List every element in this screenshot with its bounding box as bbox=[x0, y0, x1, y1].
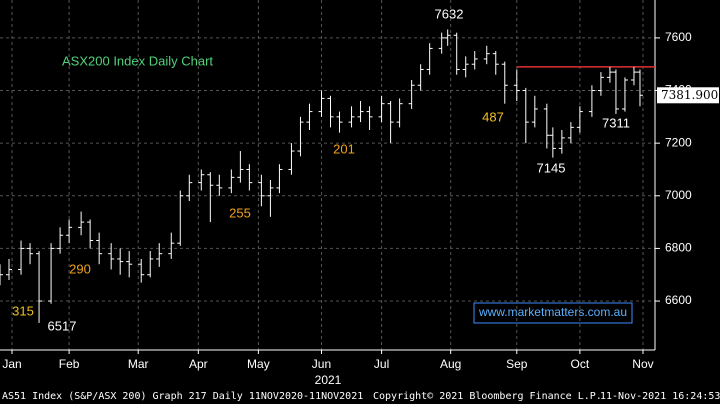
x-tick-label: Jan bbox=[2, 357, 21, 371]
x-tick-label: Aug bbox=[440, 357, 461, 371]
annotation: 6517 bbox=[48, 318, 77, 333]
y-tick-label: 6600 bbox=[665, 293, 692, 307]
x-tick-label: Sep bbox=[506, 357, 528, 371]
chart-title: ASX200 Index Daily Chart bbox=[62, 53, 213, 68]
y-tick-label: 6800 bbox=[665, 241, 692, 255]
footer-time: 11-Nov-2021 16:24:53 bbox=[600, 391, 720, 402]
annotation: 290 bbox=[69, 261, 91, 276]
x-tick-label: Nov bbox=[632, 357, 653, 371]
watermark-box bbox=[473, 302, 633, 324]
x-tick-label: May bbox=[247, 357, 270, 371]
watermark: www.marketmatters.com.au bbox=[478, 305, 627, 319]
annotation: 487 bbox=[482, 109, 504, 124]
x-tick-label: Jul bbox=[374, 357, 389, 371]
footer-left: AS51 Index (S&P/ASX 200) Graph 217 Daily… bbox=[2, 391, 363, 402]
annotation: 7632 bbox=[435, 6, 464, 21]
annotation: 255 bbox=[229, 205, 251, 220]
annotation: 315 bbox=[12, 303, 34, 318]
footer-copyright: Copyright© 2021 Bloomberg Finance L.P. bbox=[373, 391, 602, 402]
x-tick-label: Apr bbox=[189, 357, 208, 371]
last-price-label: 7381.900 bbox=[661, 88, 718, 102]
y-tick-label: 7000 bbox=[665, 188, 692, 202]
x-tick-label: Feb bbox=[59, 357, 80, 371]
x-tick-label: Oct bbox=[571, 357, 590, 371]
last-price-box bbox=[657, 87, 719, 104]
x-tick-label: Jun bbox=[312, 357, 331, 371]
y-tick-label: 7200 bbox=[665, 135, 692, 149]
year-label: 2021 bbox=[315, 373, 342, 387]
y-tick-label: 7600 bbox=[665, 30, 692, 44]
x-tick-label: Mar bbox=[128, 357, 149, 371]
annotation: 7145 bbox=[537, 160, 566, 175]
annotation: 7311 bbox=[602, 115, 630, 130]
annotation: 201 bbox=[333, 141, 355, 156]
